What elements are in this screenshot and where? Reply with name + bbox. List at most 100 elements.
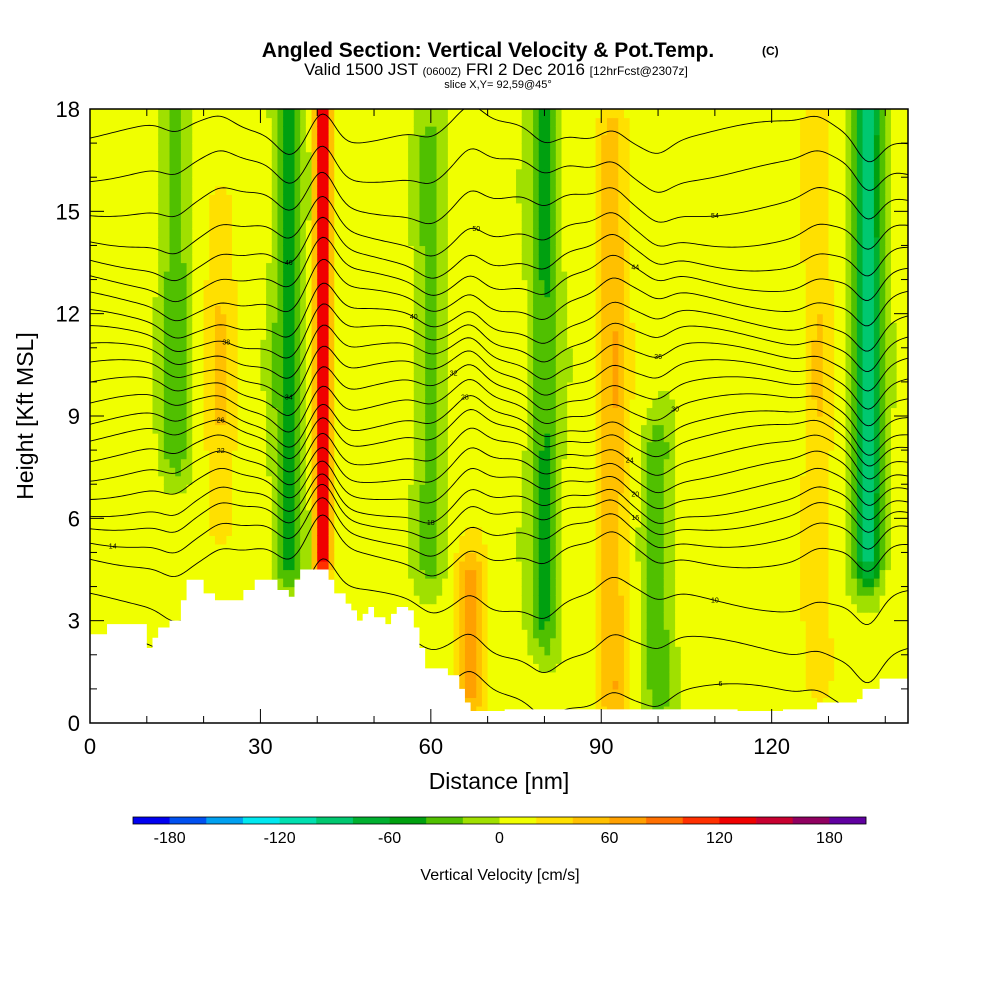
heatmap-cell	[249, 109, 256, 119]
heatmap-cell	[266, 552, 273, 562]
heatmap-cell	[271, 373, 279, 383]
heatmap-cell	[339, 185, 347, 195]
heatmap-cell	[305, 347, 313, 357]
heatmap-cell	[288, 586, 296, 596]
heatmap-cell	[470, 424, 477, 434]
heatmap-cell	[220, 535, 227, 545]
heatmap-cell	[237, 586, 244, 596]
heatmap-cell	[464, 612, 472, 622]
heatmap-cell	[243, 569, 250, 579]
heatmap-cell	[396, 151, 404, 161]
heatmap-cell	[470, 245, 477, 255]
heatmap-cell	[249, 245, 256, 255]
heatmap-cell	[175, 509, 182, 519]
heatmap-cell	[237, 279, 244, 289]
heatmap-cell	[345, 296, 352, 306]
heatmap-cell	[322, 347, 330, 357]
heatmap-cell	[385, 578, 392, 588]
heatmap-cell	[158, 279, 165, 289]
heatmap-cell	[124, 211, 131, 221]
heatmap-cell	[288, 339, 296, 349]
heatmap-cell	[300, 322, 307, 332]
heatmap-cell	[169, 578, 176, 588]
heatmap-cell	[249, 228, 256, 238]
heatmap-cell	[294, 151, 301, 161]
heatmap-cell	[288, 177, 296, 187]
heatmap-cell	[129, 569, 137, 579]
heatmap-cell	[112, 279, 119, 289]
heatmap-cell	[163, 398, 171, 409]
heatmap-cell	[192, 313, 199, 323]
heatmap-cell	[396, 143, 404, 153]
heatmap-cell	[464, 339, 472, 349]
heatmap-cell	[305, 543, 313, 554]
heatmap-cell	[419, 151, 426, 161]
heatmap-cell	[214, 526, 222, 536]
heatmap-cell	[214, 569, 222, 579]
heatmap-cell	[112, 586, 119, 596]
heatmap-cell	[368, 492, 375, 502]
heatmap-cell	[203, 160, 210, 170]
heatmap-cell	[385, 347, 392, 357]
heatmap-cell	[379, 450, 386, 460]
heatmap-cell	[237, 126, 244, 136]
heatmap-cell	[237, 552, 244, 562]
heatmap-cell	[169, 109, 176, 119]
heatmap-cell	[249, 211, 256, 221]
heatmap-cell	[311, 322, 318, 332]
heatmap-cell	[430, 663, 438, 673]
heatmap-cell	[300, 305, 307, 315]
heatmap-cell	[203, 211, 210, 221]
heatmap-cell	[141, 518, 148, 528]
heatmap-cell	[334, 535, 341, 545]
heatmap-cell	[322, 356, 330, 366]
heatmap-cell	[175, 450, 182, 460]
heatmap-cell	[107, 416, 114, 426]
heatmap-cell	[379, 168, 386, 178]
heatmap-cell	[328, 194, 335, 204]
heatmap-cell	[186, 245, 193, 255]
heatmap-cell	[135, 595, 142, 605]
heatmap-cell	[180, 126, 188, 136]
heatmap-cell	[135, 211, 142, 221]
heatmap-cell	[249, 441, 256, 451]
heatmap-cell	[158, 313, 165, 323]
heatmap-cell	[232, 356, 239, 366]
heatmap-cell	[459, 211, 466, 221]
heatmap-cell	[124, 322, 131, 332]
heatmap-cell	[146, 475, 154, 485]
heatmap-cell	[408, 595, 415, 605]
heatmap-cell	[362, 185, 369, 195]
heatmap-cell	[425, 373, 432, 383]
heatmap-cell	[419, 475, 426, 485]
heatmap-cell	[453, 416, 460, 426]
heatmap-cell	[118, 160, 125, 170]
heatmap-cell	[453, 569, 460, 579]
heatmap-cell	[294, 168, 301, 178]
heatmap-cell	[175, 492, 182, 502]
heatmap-cell	[362, 518, 369, 528]
heatmap-cell	[237, 143, 244, 153]
heatmap-cell	[396, 526, 404, 536]
heatmap-cell	[135, 518, 142, 528]
heatmap-cell	[294, 458, 301, 468]
heatmap-cell	[118, 296, 125, 306]
heatmap-cell	[192, 151, 199, 161]
heatmap-cell	[209, 441, 216, 451]
heatmap-cell	[146, 194, 154, 204]
heatmap-cell	[345, 245, 352, 255]
heatmap-cell	[283, 535, 290, 545]
heatmap-cell	[90, 518, 97, 528]
heatmap-cell	[220, 381, 227, 392]
heatmap-cell	[243, 416, 250, 426]
heatmap-cell	[453, 279, 460, 289]
heatmap-cell	[277, 543, 284, 554]
heatmap-cell	[135, 219, 142, 229]
heatmap-cell	[146, 185, 154, 195]
heatmap-cell	[288, 126, 296, 136]
heatmap-cell	[351, 535, 358, 545]
heatmap-cell	[447, 236, 455, 247]
heatmap-cell	[453, 390, 460, 400]
heatmap-cell	[402, 253, 409, 264]
heatmap-cell	[249, 526, 256, 536]
